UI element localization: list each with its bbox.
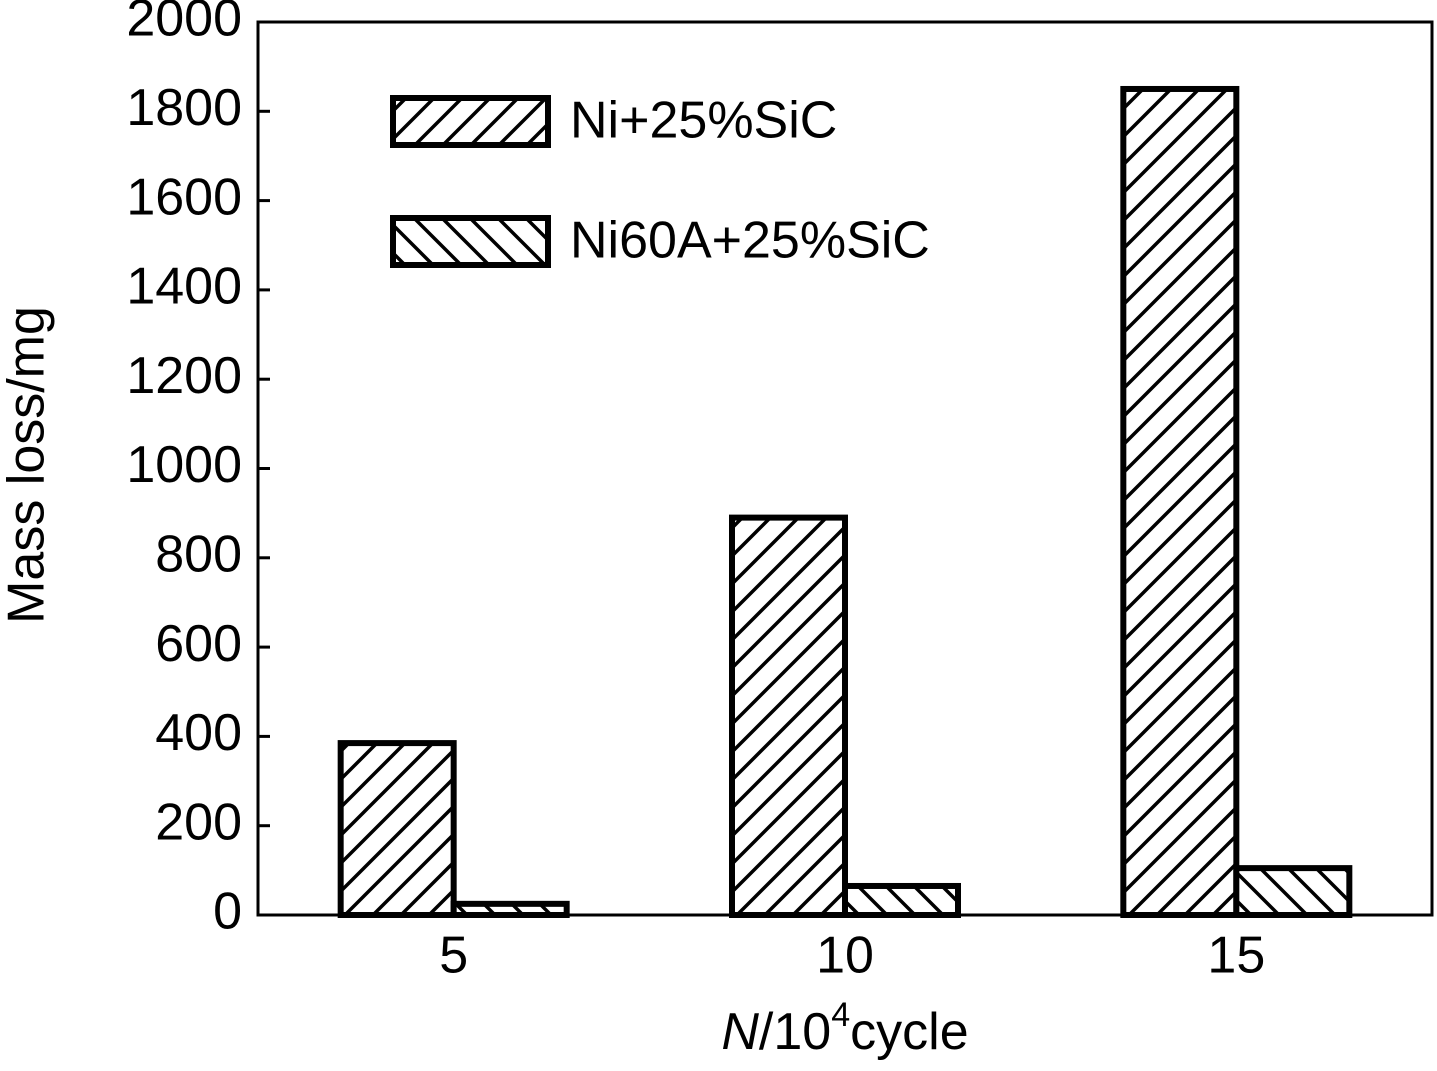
x-axis-label-part: N [721,1003,759,1061]
legend-label: Ni60A+25%SiC [570,212,930,270]
bar [450,900,570,919]
x-axis-label-part: 4 [831,996,850,1034]
x-axis-label: N/104cycle [721,996,968,1061]
x-tick-label: 5 [439,927,468,985]
y-tick-label: 1200 [126,347,242,405]
bar [1120,85,1240,919]
y-tick-label: 0 [213,883,242,941]
x-tick-label: 15 [1207,927,1265,985]
bar [842,882,961,918]
y-tick-label: 400 [155,704,242,762]
x-tick-label: 10 [816,927,874,985]
y-tick-label: 200 [155,793,242,851]
bar [1233,865,1353,918]
y-tick-label: 600 [155,615,242,673]
x-axis-label-part: cycle [850,1003,968,1061]
x-axis-label-part: /10 [759,1003,831,1061]
legend-swatch [390,215,551,268]
y-tick-label: 1000 [126,436,242,494]
y-axis-label: Mass loss/mg [0,306,56,624]
y-tick-label: 2000 [126,0,242,48]
bar [729,514,848,918]
y-tick-label: 1400 [126,258,242,316]
legend-swatch [390,95,551,148]
bar [337,740,457,918]
y-tick-label: 1600 [126,168,242,226]
y-tick-label: 1800 [126,79,242,137]
legend-label: Ni+25%SiC [570,92,837,150]
y-tick-label: 800 [155,526,242,584]
